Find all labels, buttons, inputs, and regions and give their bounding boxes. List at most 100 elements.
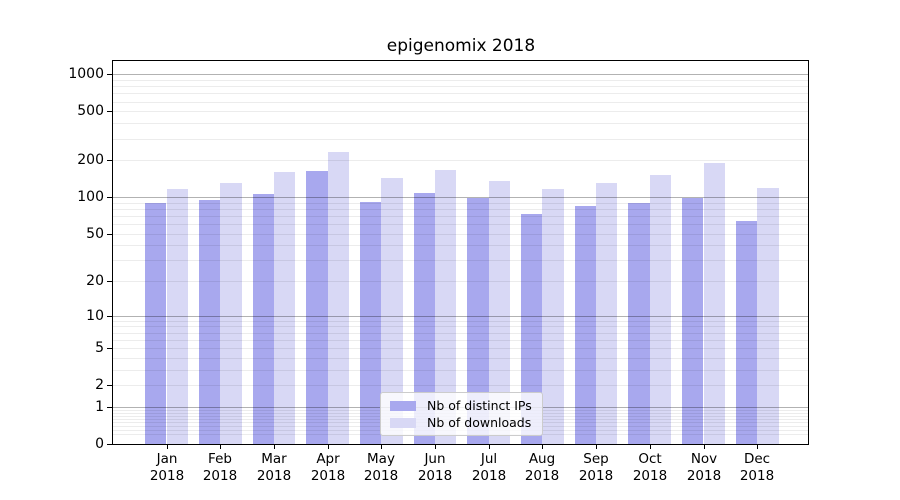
bar-distinct-ips: [306, 170, 328, 444]
legend-item-downloads: Nb of downloads: [390, 415, 533, 430]
x-tick-month: Apr: [316, 451, 340, 467]
y-tick-label: 1000: [68, 66, 104, 82]
x-tick-year: 2018: [739, 468, 775, 484]
x-tick-year: 2018: [471, 468, 507, 484]
bar-distinct-ips: [628, 203, 650, 444]
bar-distinct-ips: [359, 201, 382, 444]
legend-label-downloads: Nb of downloads: [427, 415, 532, 430]
bar-downloads: [435, 169, 457, 444]
x-tick-year: 2018: [578, 468, 614, 484]
bar-downloads: [757, 188, 779, 444]
x-tick-year: 2018: [417, 468, 453, 484]
x-tick-label: Mar 2018: [239, 451, 309, 485]
y-tick-mark: [107, 197, 112, 198]
x-tick-label: Nov 2018: [669, 451, 739, 485]
y-tick-label: 5: [95, 340, 104, 356]
x-tick-year: 2018: [686, 468, 722, 484]
legend-item-distinct-ips: Nb of distinct IPs: [390, 398, 533, 413]
bar-downloads: [649, 175, 672, 444]
y-tick-label: 100: [77, 189, 104, 205]
y-tick-label: 2: [95, 377, 104, 393]
legend: Nb of distinct IPs Nb of downloads: [380, 392, 543, 436]
x-tick-mark: [650, 445, 651, 449]
chart-title: epigenomix 2018: [386, 36, 536, 56]
x-tick-month: Dec: [743, 451, 771, 467]
bar-distinct-ips: [574, 205, 597, 444]
y-tick-label: 1: [95, 399, 104, 415]
y-tick-label: 10: [86, 308, 104, 324]
y-tick-mark: [107, 74, 112, 75]
x-tick-mark: [596, 445, 597, 449]
x-tick-year: 2018: [202, 468, 238, 484]
x-tick-mark: [704, 445, 705, 449]
bar-downloads: [703, 162, 725, 444]
x-tick-year: 2018: [632, 468, 668, 484]
y-tick-mark: [107, 407, 112, 408]
bars-layer: [113, 61, 808, 444]
x-tick-month: Jun: [424, 451, 446, 467]
x-tick-year: 2018: [256, 468, 292, 484]
x-tick-mark: [220, 445, 221, 449]
x-tick-label: Jun 2018: [400, 451, 470, 485]
bar-distinct-ips: [735, 220, 758, 444]
y-tick-label: 0: [95, 436, 104, 452]
bar-downloads: [542, 189, 564, 444]
y-tick-mark: [107, 160, 112, 161]
x-tick-year: 2018: [363, 468, 399, 484]
x-tick-month: Sep: [583, 451, 609, 467]
bar-distinct-ips: [467, 198, 489, 444]
x-tick-label: Jan 2018: [132, 451, 202, 485]
plot-area: [112, 60, 809, 445]
bar-downloads: [596, 183, 618, 444]
x-tick-mark: [328, 445, 329, 449]
x-tick-year: 2018: [149, 468, 185, 484]
x-tick-mark: [489, 445, 490, 449]
bar-downloads: [327, 151, 349, 444]
x-tick-label: Feb 2018: [185, 451, 255, 485]
bar-downloads: [220, 182, 242, 444]
x-tick-mark: [274, 445, 275, 449]
bar-distinct-ips: [413, 193, 435, 444]
x-tick-label: Jul 2018: [454, 451, 524, 485]
x-tick-month: Feb: [208, 451, 232, 467]
x-tick-month: Nov: [690, 451, 718, 467]
x-tick-month: May: [367, 451, 395, 467]
legend-swatch-distinct-ips: [390, 400, 416, 411]
y-tick-mark: [107, 444, 112, 445]
x-tick-label: Oct 2018: [615, 451, 685, 485]
bar-distinct-ips: [521, 213, 543, 444]
y-tick-mark: [107, 111, 112, 112]
x-tick-month: Jan: [156, 451, 178, 467]
y-tick-label: 200: [77, 152, 104, 168]
x-tick-mark: [542, 445, 543, 449]
x-tick-year: 2018: [524, 468, 560, 484]
x-tick-label: May 2018: [346, 451, 416, 485]
bar-downloads: [488, 181, 511, 444]
x-tick-mark: [167, 445, 168, 449]
y-tick-mark: [107, 348, 112, 349]
y-tick-mark: [107, 316, 112, 317]
bar-distinct-ips: [145, 203, 167, 444]
x-tick-month: Mar: [261, 451, 287, 467]
x-tick-label: Apr 2018: [293, 451, 363, 485]
y-tick-label: 500: [77, 103, 104, 119]
y-tick-mark: [107, 385, 112, 386]
y-tick-label: 20: [86, 273, 104, 289]
bar-downloads: [381, 178, 403, 444]
bar-distinct-ips: [198, 200, 221, 444]
x-tick-mark: [381, 445, 382, 449]
x-tick-month: Oct: [638, 451, 662, 467]
y-tick-label: 50: [86, 226, 104, 242]
bar-distinct-ips: [682, 198, 704, 444]
x-tick-label: Aug 2018: [507, 451, 577, 485]
x-tick-label: Sep 2018: [561, 451, 631, 485]
legend-label-distinct-ips: Nb of distinct IPs: [427, 398, 532, 413]
x-tick-year: 2018: [310, 468, 346, 484]
x-tick-mark: [757, 445, 758, 449]
bar-distinct-ips: [252, 193, 274, 444]
x-tick-label: Dec 2018: [722, 451, 792, 485]
bar-downloads: [166, 188, 188, 444]
bar-downloads: [273, 172, 296, 444]
x-tick-month: Aug: [528, 451, 556, 467]
